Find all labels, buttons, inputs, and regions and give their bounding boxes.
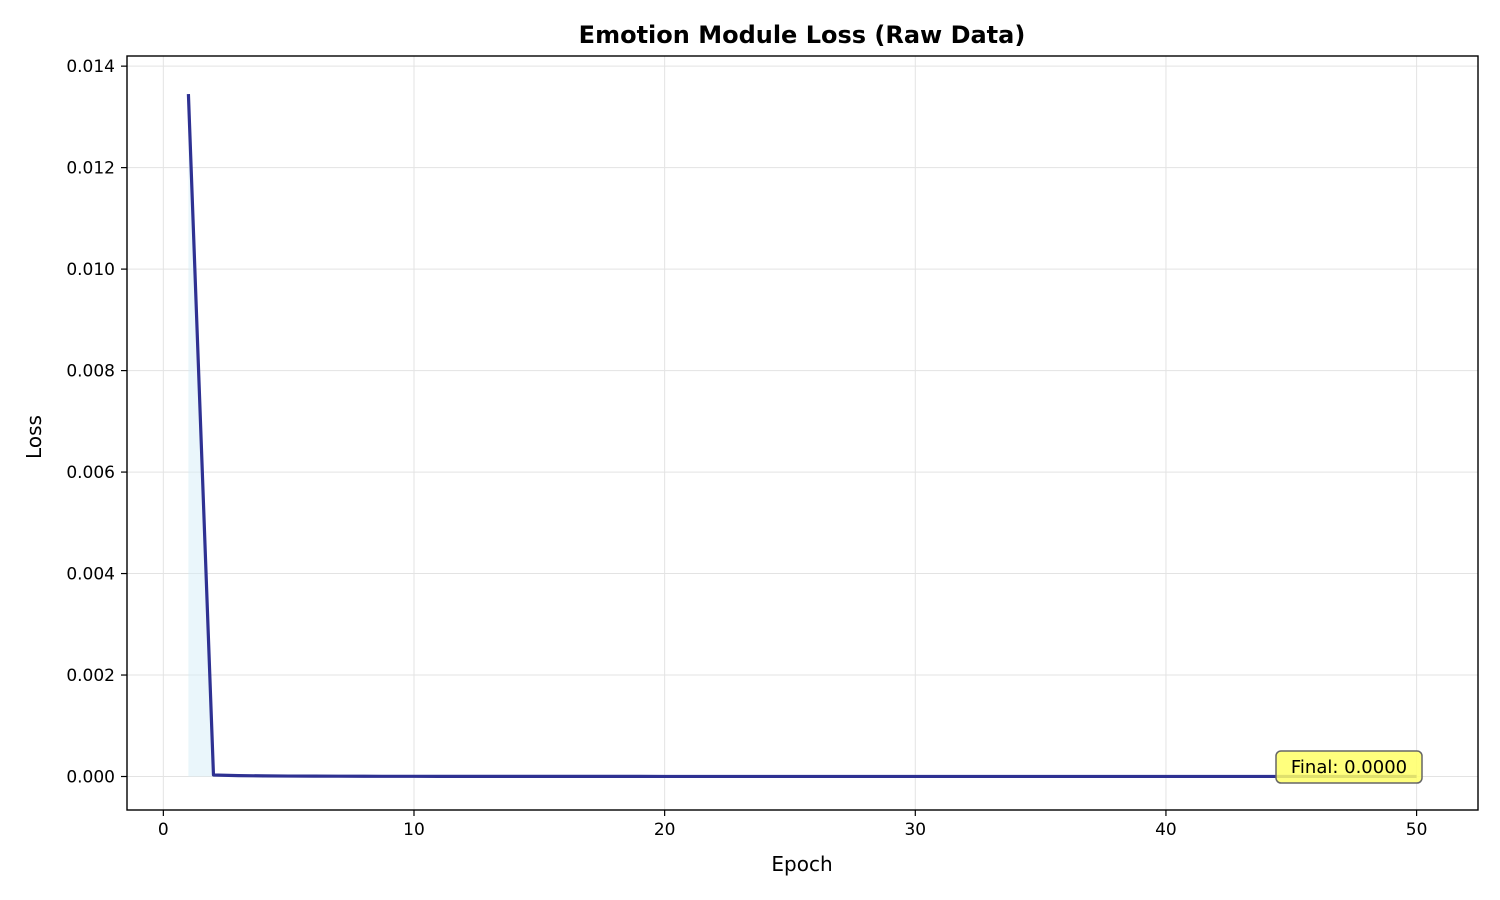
y-tick-label: 0.012 — [66, 159, 115, 179]
x-tick-label: 20 — [654, 820, 676, 840]
x-tick-label: 0 — [158, 820, 169, 840]
x-tick-label: 30 — [904, 820, 926, 840]
plot-frame — [126, 55, 1479, 811]
final-value-annotation: Final: 0.0000 — [1275, 750, 1423, 784]
y-tick-label: 0.014 — [66, 57, 115, 77]
chart-title: Emotion Module Loss (Raw Data) — [579, 21, 1026, 49]
x-tick-label: 10 — [403, 820, 425, 840]
x-axis: 0 10 20 30 40 50 — [158, 810, 1427, 840]
final-value-box — [1275, 750, 1423, 784]
loss-area-fill — [188, 94, 1417, 777]
y-tick-label: 0.004 — [66, 565, 115, 585]
y-tick-label: 0.006 — [66, 463, 115, 483]
y-tick-label: 0.008 — [66, 362, 115, 382]
y-axis: 0.000 0.002 0.004 0.006 0.008 0.010 0.012 0.014 — [66, 57, 127, 788]
loss-line — [186, 94, 1417, 779]
y-axis-label: Loss — [22, 415, 46, 459]
y-tick-label: 0.002 — [66, 666, 115, 686]
loss-series-line — [186, 94, 1417, 779]
x-tick-label: 40 — [1155, 820, 1177, 840]
x-tick-label: 50 — [1406, 820, 1428, 840]
grid — [127, 56, 1478, 810]
x-axis-label: Epoch — [771, 852, 832, 876]
loss-fill-area — [188, 94, 1417, 777]
final-value-label: Final: 0.0000 — [1291, 757, 1407, 778]
y-tick-label: 0.010 — [66, 260, 115, 280]
y-tick-label: 0.000 — [66, 768, 115, 788]
